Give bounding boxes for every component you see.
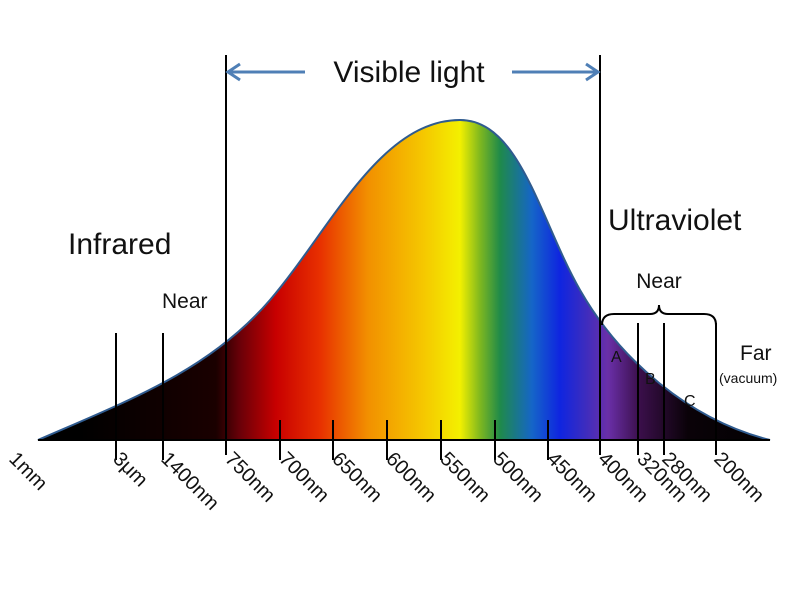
band-c-label: C (684, 393, 696, 410)
tick-labels: 1mm 3μm 1400nm750nm700nm650nm600nm550nm500… (4, 448, 768, 515)
infrared-label: Infrared (68, 228, 171, 261)
far-uv-label: Far (740, 342, 772, 365)
tick-label-500nm: 500nm (488, 448, 547, 507)
band-b-label: B (645, 371, 656, 388)
tick-label-1400nm: 1400nm (156, 448, 223, 515)
tick-label-700nm: 700nm (274, 448, 333, 507)
visible-ticks (279, 420, 549, 460)
near-ir-label: Near (162, 290, 208, 313)
near-uv-brace (601, 304, 717, 326)
arrowhead-right-icon (585, 62, 601, 82)
tick-label-750nm: 750nm (220, 448, 279, 507)
tick-label-3m: 3μm (108, 448, 151, 491)
vacuum-label: (vacuum) (719, 370, 777, 386)
visible-light-label: Visible light (333, 56, 485, 89)
tick-label-550nm: 550nm (435, 448, 494, 507)
arrowhead-left-icon (225, 62, 241, 82)
near-uv-label: Near (636, 270, 682, 293)
tick-label-1mm: 1mm (4, 448, 51, 495)
tick-label-200nm: 200nm (709, 448, 768, 507)
spectrum-curve (37, 118, 771, 441)
tick-label-450nm: 450nm (542, 448, 601, 507)
ultraviolet-label: Ultraviolet (608, 204, 742, 237)
tick-label-600nm: 600nm (381, 448, 440, 507)
band-a-label: A (611, 349, 622, 366)
tick-label-650nm: 650nm (327, 448, 386, 507)
